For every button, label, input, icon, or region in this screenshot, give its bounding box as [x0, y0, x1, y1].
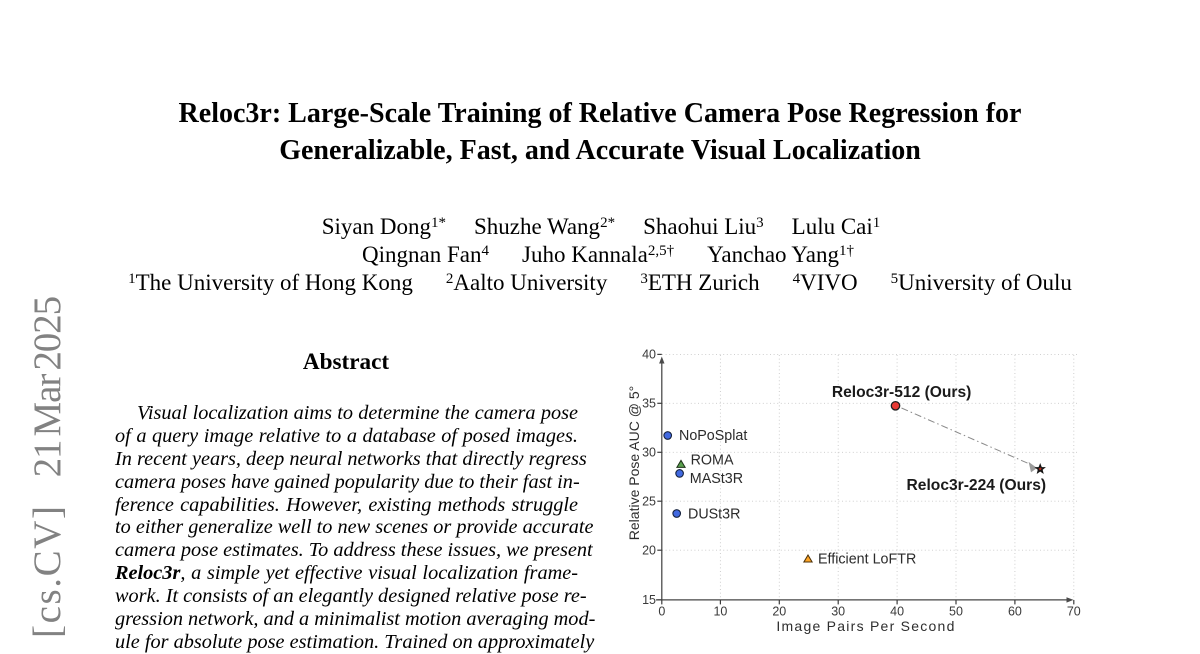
svg-text:35: 35	[642, 397, 656, 411]
svg-text:40: 40	[890, 605, 904, 619]
svg-text:Image Pairs Per Second: Image Pairs Per Second	[776, 618, 955, 634]
svg-text:Reloc3r-512 (Ours): Reloc3r-512 (Ours)	[832, 384, 972, 401]
svg-text:Reloc3r-224 (Ours): Reloc3r-224 (Ours)	[907, 477, 1047, 494]
svg-text:30: 30	[642, 446, 656, 460]
svg-text:30: 30	[831, 605, 845, 619]
svg-text:Relative Pose AUC @ 5°: Relative Pose AUC @ 5°	[626, 386, 642, 540]
svg-text:NoPoSplat: NoPoSplat	[679, 428, 747, 444]
svg-text:20: 20	[642, 543, 656, 557]
svg-text:0: 0	[658, 605, 665, 619]
svg-text:15: 15	[642, 593, 656, 607]
svg-text:70: 70	[1067, 605, 1081, 619]
svg-text:Efficient LoFTR: Efficient LoFTR	[818, 552, 916, 568]
svg-text:MASt3R: MASt3R	[690, 471, 743, 487]
svg-text:60: 60	[1008, 605, 1022, 619]
svg-text:20: 20	[772, 605, 786, 619]
svg-text:50: 50	[949, 605, 963, 619]
svg-text:ROMA: ROMA	[691, 453, 734, 469]
svg-text:25: 25	[642, 494, 656, 508]
svg-text:40: 40	[642, 348, 656, 362]
svg-text:DUSt3R: DUSt3R	[688, 506, 740, 522]
svg-text:10: 10	[713, 605, 727, 619]
